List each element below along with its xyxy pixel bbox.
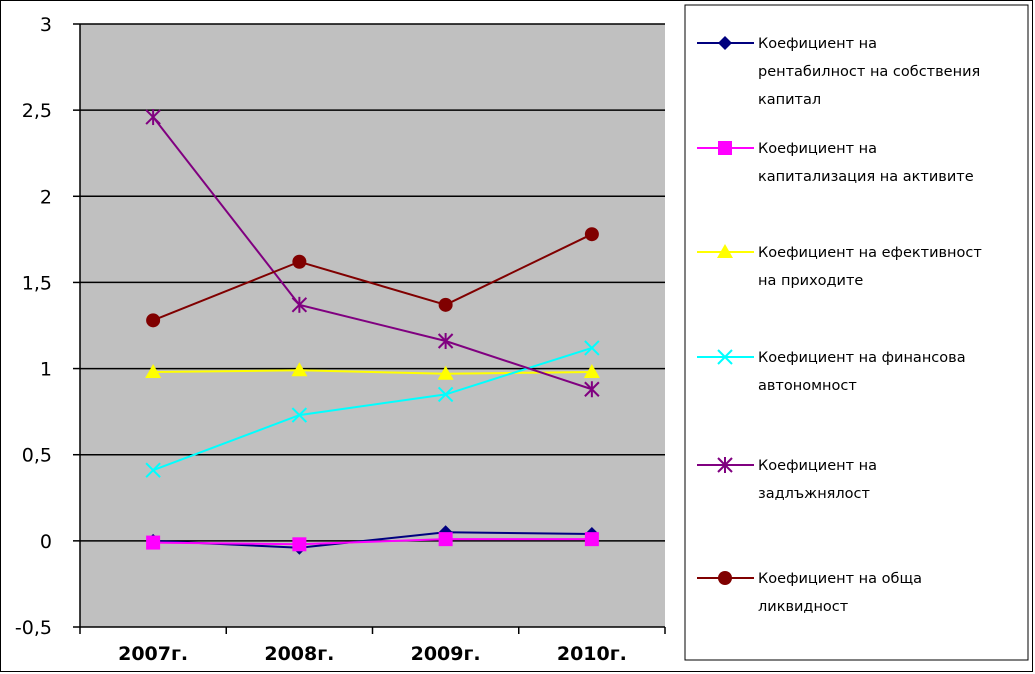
series-line [152, 346, 593, 472]
x-tick-label: 2009г. [411, 643, 481, 665]
legend-label: Коефициент на [758, 141, 877, 157]
legend-box [684, 4, 1029, 661]
series-6 [146, 227, 599, 328]
series-layer [145, 109, 600, 555]
x-tick-label: 2007г. [118, 643, 188, 665]
x-tick-label: 2008г. [264, 643, 334, 665]
legend-label: Коефициент на [758, 458, 877, 474]
series-line [152, 233, 593, 322]
y-tick-label: 1,5 [22, 272, 52, 294]
data-point [583, 364, 600, 379]
legend-item: Коефициент на капитализация на активите [697, 141, 974, 185]
legend-marker [718, 571, 732, 585]
legend-marker [718, 141, 732, 155]
legend-item: Коефициент на задлъжнялост [697, 457, 877, 502]
legend-label: рентабилност на собствения [758, 64, 980, 80]
y-tick-label: 1 [40, 359, 52, 381]
gridlines [80, 23, 665, 542]
data-point [437, 333, 454, 350]
data-point [438, 297, 453, 312]
legend-marker [718, 36, 732, 50]
data-point [437, 386, 454, 403]
data-point [584, 532, 599, 547]
data-point [438, 532, 453, 547]
legend-label: Коефициент на ефективност [758, 245, 982, 261]
legend-label: Коефициент на [758, 36, 877, 52]
legend-marker [717, 457, 733, 473]
legend-label: Коефициент на финансова [758, 350, 966, 366]
series-2 [146, 532, 599, 552]
legend-item: Коефициент на рентабилност на собствения к… [697, 36, 980, 108]
data-point [145, 109, 161, 126]
legend-label: капитализация на активите [758, 169, 974, 185]
legend-item: Коефициент на ефективност на приходите [697, 244, 982, 289]
legend-label: задлъжнялост [758, 486, 871, 502]
legend-label: ликвидност [758, 599, 849, 615]
series-line [152, 116, 593, 391]
data-point [291, 407, 308, 423]
data-point [291, 296, 308, 313]
y-tick-label: -0,5 [15, 617, 52, 639]
legend-label: Коефициент на обща [758, 571, 922, 587]
legend: Коефициент на рентабилност на собствения к… [684, 4, 1029, 661]
data-point [584, 340, 600, 356]
series-4 [145, 340, 600, 478]
legend-item: Коефициент на финансова автономност [697, 349, 966, 394]
series-line [153, 369, 592, 375]
y-tick-label: 2 [40, 186, 52, 208]
legend-marker [717, 349, 733, 365]
data-point [292, 254, 307, 269]
y-tick-label: 2,5 [22, 100, 52, 122]
data-point [145, 364, 162, 379]
x-tick-label: 2010г. [557, 643, 627, 665]
legend-label: автономност [758, 378, 857, 394]
data-point [146, 313, 161, 328]
data-point [584, 381, 600, 398]
legend-item: Коефициент на обща ликвидност [697, 571, 922, 615]
y-tick-label: 3 [40, 14, 52, 36]
data-point [145, 462, 161, 478]
legend-label: капитал [758, 92, 821, 108]
series-line [153, 538, 592, 546]
series-5 [145, 109, 600, 398]
data-point [291, 362, 308, 377]
legend-label: на приходите [758, 273, 863, 289]
plot-area [80, 24, 665, 627]
legend-marker [717, 244, 733, 258]
data-point [146, 535, 161, 550]
data-point [292, 537, 307, 552]
axes: -0,5 0 0,5 1 1,5 2 2,5 3 2007г. 2008г. 2009г. 2010г… [15, 14, 666, 665]
series-3 [145, 362, 600, 380]
data-point [437, 365, 454, 380]
data-point [584, 227, 599, 242]
y-tick-label: 0,5 [22, 445, 52, 467]
y-tick-label: 0 [40, 531, 52, 553]
